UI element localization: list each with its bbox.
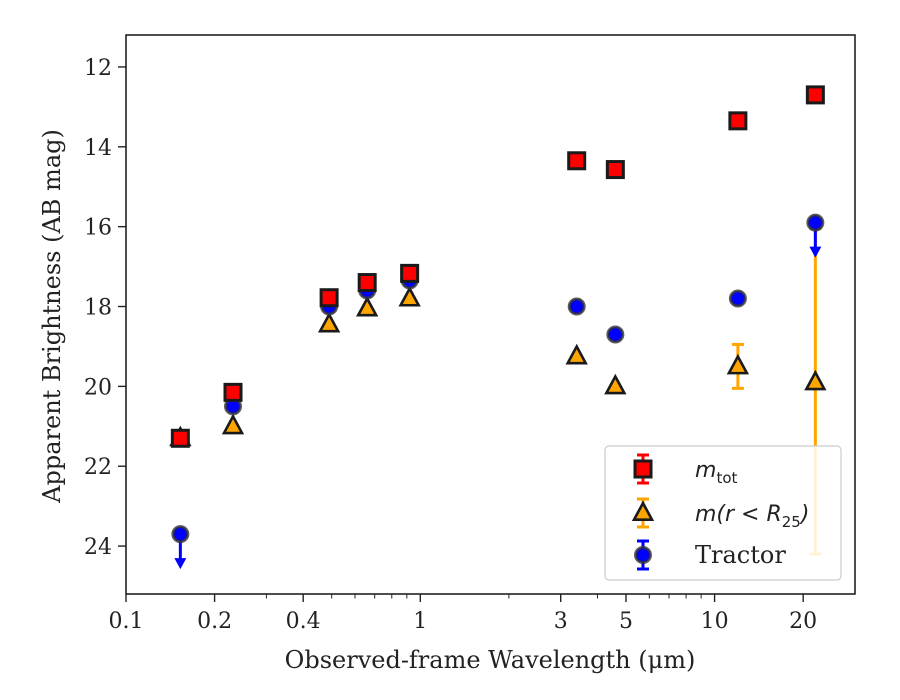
data-point-triangle xyxy=(804,369,827,391)
legend-label: mtot xyxy=(695,458,737,487)
data-point-circle xyxy=(606,325,625,344)
data-point-triangle xyxy=(356,295,379,317)
data-point-triangle xyxy=(726,353,750,375)
data-point-circle xyxy=(567,297,586,316)
y-tick-label: 12 xyxy=(84,56,112,81)
data-point-square xyxy=(400,263,420,283)
data-point-square xyxy=(805,85,825,105)
legend-marker-triangle xyxy=(631,500,655,522)
upper-limit-arrowhead xyxy=(809,246,822,258)
legend-entry: mtot xyxy=(633,453,737,487)
legend: mtot m(r < R25) Tractor xyxy=(604,445,842,581)
x-tick-label: 0.4 xyxy=(286,609,321,634)
data-point-square xyxy=(170,428,190,448)
data-point-square xyxy=(567,151,587,171)
data-point-square xyxy=(605,160,625,180)
series-square xyxy=(170,85,825,448)
y-tick-label: 14 xyxy=(84,136,112,161)
y-tick-label: 20 xyxy=(84,375,112,400)
x-tick-label: 0.2 xyxy=(197,609,232,634)
data-point-circle xyxy=(171,525,190,544)
y-tick-label: 24 xyxy=(84,535,112,560)
x-tick-label: 1 xyxy=(413,609,427,634)
data-point-circle xyxy=(806,213,825,232)
y-tick-label: 18 xyxy=(84,296,112,321)
legend-entry: Tractor xyxy=(634,539,786,571)
x-tick-label: 0.1 xyxy=(109,609,144,634)
y-axis-label: Apparent Brightness (AB mag) xyxy=(38,129,66,504)
x-tick-label: 20 xyxy=(789,609,817,634)
legend-marker-circle xyxy=(634,546,652,564)
y-tick-label: 16 xyxy=(84,216,112,241)
data-point-circle xyxy=(728,289,747,308)
data-point-square xyxy=(728,111,748,131)
upper-limit-arrowhead xyxy=(174,558,187,570)
legend-marker-square xyxy=(633,459,653,479)
legend-label: Tractor xyxy=(695,541,786,569)
data-point-square xyxy=(319,288,339,308)
data-point-triangle xyxy=(221,413,245,435)
plot-frame xyxy=(125,34,856,595)
legend-label: m(r < R25) xyxy=(695,502,809,531)
x-tick-label: 3 xyxy=(554,609,568,634)
data-point-triangle xyxy=(398,285,421,307)
data-point-square xyxy=(357,273,377,293)
data-point-square xyxy=(223,382,243,402)
x-axis-label: Observed-frame Wavelength (μm) xyxy=(285,646,696,674)
data-point-triangle xyxy=(604,373,627,395)
y-tick-label: 22 xyxy=(84,455,112,480)
legend-entry: m(r < R25) xyxy=(631,497,809,531)
x-tick-label: 10 xyxy=(701,609,729,634)
legend-box xyxy=(604,445,842,581)
data-point-triangle xyxy=(317,311,341,333)
data-point-triangle xyxy=(565,343,588,365)
x-tick-label: 5 xyxy=(619,609,633,634)
